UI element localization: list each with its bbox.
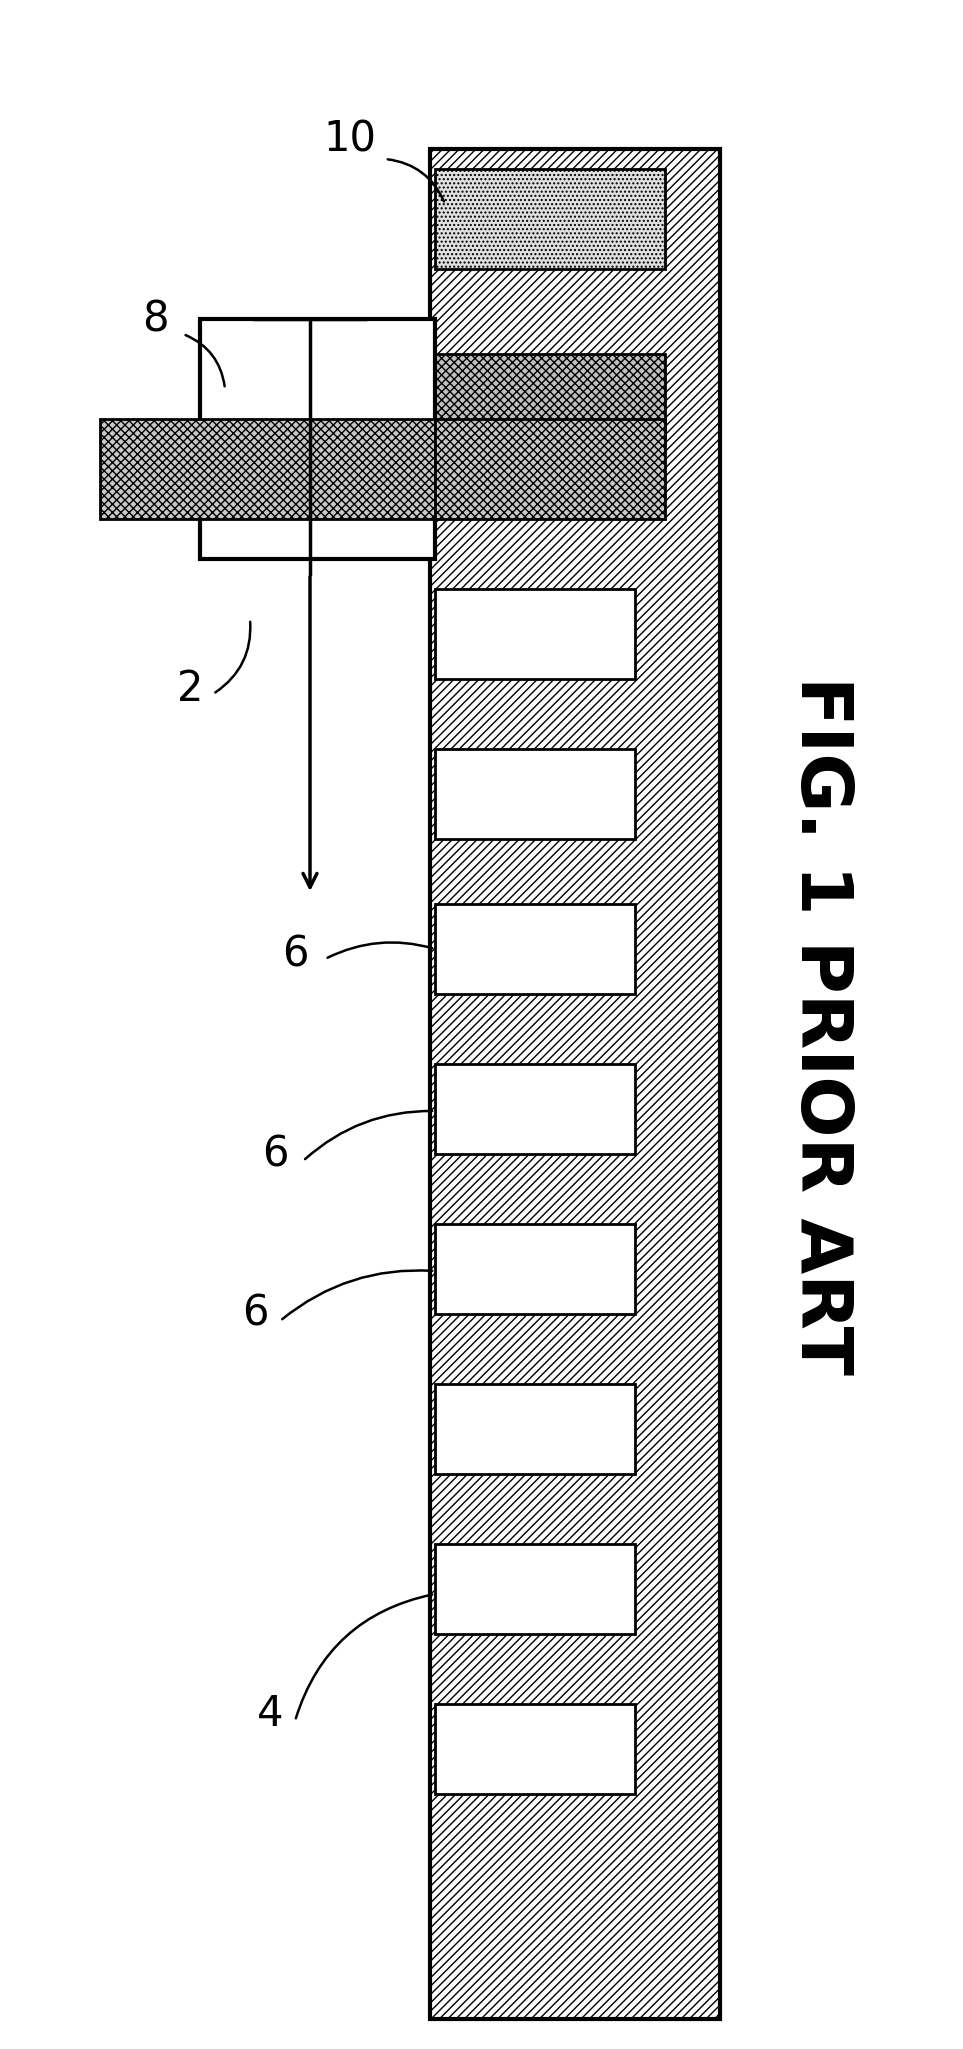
Text: 10: 10 <box>324 119 377 160</box>
Text: FIG. 1 PRIOR ART: FIG. 1 PRIOR ART <box>786 676 854 1375</box>
Text: 4: 4 <box>257 1692 283 1736</box>
Text: 2: 2 <box>177 668 203 711</box>
Bar <box>435 1383 635 1473</box>
Bar <box>435 418 665 518</box>
Bar <box>100 418 435 518</box>
Bar <box>200 320 435 559</box>
Text: 6: 6 <box>262 1133 288 1174</box>
Bar <box>435 354 665 438</box>
Bar <box>430 150 720 2018</box>
Text: 6: 6 <box>242 1293 269 1336</box>
Bar <box>435 1063 635 1154</box>
Bar <box>435 750 635 838</box>
Bar <box>435 904 635 994</box>
Bar <box>435 1545 635 1633</box>
Bar <box>435 168 665 268</box>
Text: 6: 6 <box>282 932 308 975</box>
Bar <box>435 1223 635 1313</box>
Text: 8: 8 <box>142 297 169 340</box>
Bar <box>435 588 635 678</box>
Bar <box>435 1705 635 1795</box>
